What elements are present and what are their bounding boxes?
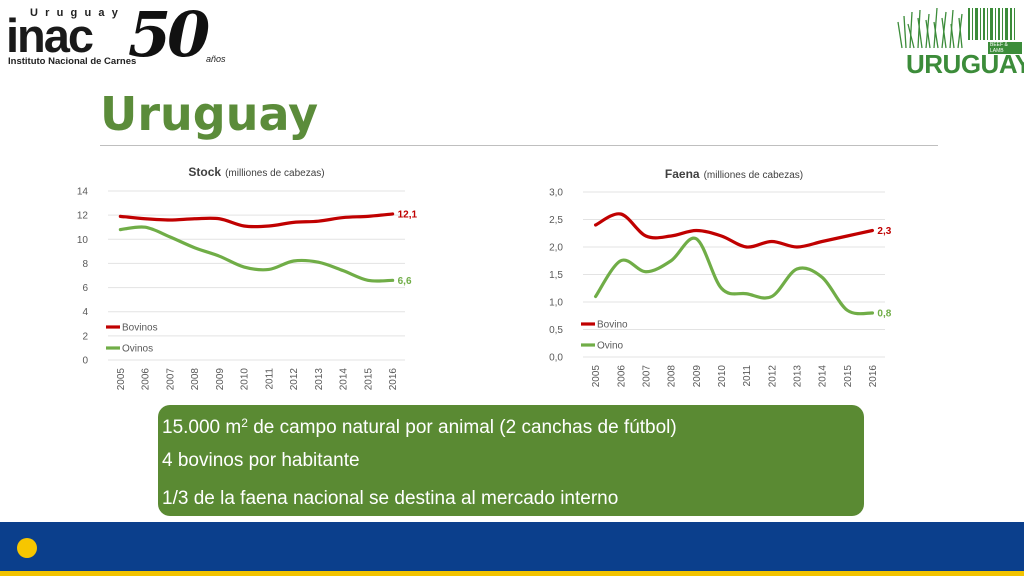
- y-tick-label: 14: [77, 187, 89, 198]
- x-tick-label: 2015: [363, 368, 374, 391]
- inac-subtitle: Instituto Nacional de Carnes: [8, 56, 137, 67]
- page-title: Uruguay: [100, 87, 319, 141]
- data-label: 2,3: [877, 226, 891, 237]
- brand-wordmark: URUGUAY: [906, 49, 1024, 79]
- series-line-ovinos: [118, 225, 395, 283]
- chart-title: Faena (milliones de cabezas): [665, 167, 803, 181]
- x-tick-label: 2009: [692, 365, 703, 388]
- x-tick-label: 2006: [616, 365, 627, 388]
- x-tick-label: 2013: [314, 368, 325, 391]
- y-tick-label: 8: [82, 259, 88, 270]
- x-tick-label: 2010: [717, 365, 728, 388]
- chart-title-main: Stock: [188, 165, 221, 179]
- x-tick-label: 2013: [792, 365, 803, 388]
- chart-title-unit: (milliones de cabezas): [704, 170, 804, 181]
- x-tick-label: 2006: [141, 368, 152, 391]
- stock-chart: Stock (milliones de cabezas) 0 2 4 6 8 10 12 14 20…: [77, 165, 418, 391]
- x-tick-label: 2005: [116, 368, 127, 391]
- series-line-bovino: [593, 212, 875, 249]
- inac-country-label: Uruguay: [30, 7, 126, 19]
- x-tick-label: 2011: [742, 365, 753, 387]
- x-tick-label: 2005: [591, 365, 602, 388]
- grass-barcode-icon: [897, 7, 1015, 49]
- inac-wordmark: inac: [6, 9, 94, 62]
- info-line-area-text: de campo natural por animal (2 canchas d…: [247, 417, 677, 438]
- uruguay-brand-logo: BEEF & LAMB URUGUAY: [896, 4, 1024, 79]
- x-tick-label: 2009: [215, 368, 226, 391]
- y-tick-label: 10: [77, 235, 89, 246]
- anniversary-number: 50: [128, 0, 210, 71]
- info-line-cattle-per-person: 4 bovinos por habitante: [162, 450, 360, 471]
- y-tick-label: 0,5: [549, 325, 563, 336]
- chart-title-unit: (milliones de cabezas): [225, 168, 325, 179]
- series-line-ovino: [593, 236, 875, 316]
- x-tick-label: 2007: [165, 368, 176, 391]
- brand-tagline: BEEF & LAMB: [988, 42, 1022, 54]
- chart-title: Stock (milliones de cabezas): [188, 165, 324, 179]
- x-tick-label: 2008: [190, 368, 201, 391]
- sun-icon: [17, 538, 37, 558]
- footer-stripe: [0, 571, 1024, 576]
- info-line-area-per-animal: 15.000 m2 de campo natural por animal (2…: [162, 411, 677, 440]
- info-line-area-exponent: 2: [241, 416, 248, 430]
- y-tick-label: 0: [82, 356, 88, 367]
- chart-title-main: Faena: [665, 167, 700, 181]
- x-tick-label: 2016: [388, 368, 399, 391]
- x-tick-label: 2012: [767, 365, 778, 388]
- y-tick-label: 2,5: [549, 215, 563, 226]
- info-line-area-value: 15.000 m: [162, 417, 242, 438]
- y-tick-label: 4: [82, 307, 88, 318]
- y-tick-label: 2,0: [549, 243, 563, 254]
- title-divider: [100, 145, 938, 146]
- x-tick-label: 2012: [289, 368, 300, 391]
- x-tick-label: 2014: [339, 368, 350, 391]
- data-label: 12,1: [398, 209, 418, 220]
- info-box: 15.000 m2 de campo natural por animal (2…: [158, 405, 864, 516]
- faena-chart: Faena (milliones de cabezas) 0,0 0,5 1,0 1,5 2…: [549, 167, 892, 388]
- y-tick-label: 1,0: [549, 298, 563, 309]
- y-tick-label: 3,0: [549, 188, 563, 199]
- x-tick-label: 2007: [641, 365, 652, 388]
- y-tick-label: 2: [82, 331, 88, 342]
- inac-logo: Uruguay inac Instituto Nacional de Carne…: [6, 0, 246, 72]
- data-label: 6,6: [398, 276, 412, 287]
- x-tick-label: 2010: [240, 368, 251, 391]
- legend-label: Bovino: [597, 320, 628, 331]
- info-line-domestic-market: 1/3 de la faena nacional se destina al m…: [162, 488, 619, 509]
- legend-label: Ovino: [597, 341, 624, 352]
- x-tick-label: 2016: [868, 365, 879, 388]
- y-tick-label: 12: [77, 211, 89, 222]
- footer-bar: [0, 522, 1024, 571]
- x-tick-label: 2014: [818, 365, 829, 388]
- series-line-bovinos: [118, 212, 395, 229]
- y-tick-label: 6: [82, 283, 88, 294]
- y-tick-label: 1,5: [549, 270, 563, 281]
- anniversary-suffix: años: [206, 54, 226, 64]
- legend-label: Bovinos: [122, 323, 158, 334]
- y-tick-label: 0,0: [549, 353, 563, 364]
- x-tick-label: 2008: [667, 365, 678, 388]
- legend-label: Ovinos: [122, 344, 153, 355]
- data-label: 0,8: [877, 309, 891, 320]
- x-tick-label: 2015: [843, 365, 854, 388]
- x-tick-label: 2011: [264, 368, 275, 390]
